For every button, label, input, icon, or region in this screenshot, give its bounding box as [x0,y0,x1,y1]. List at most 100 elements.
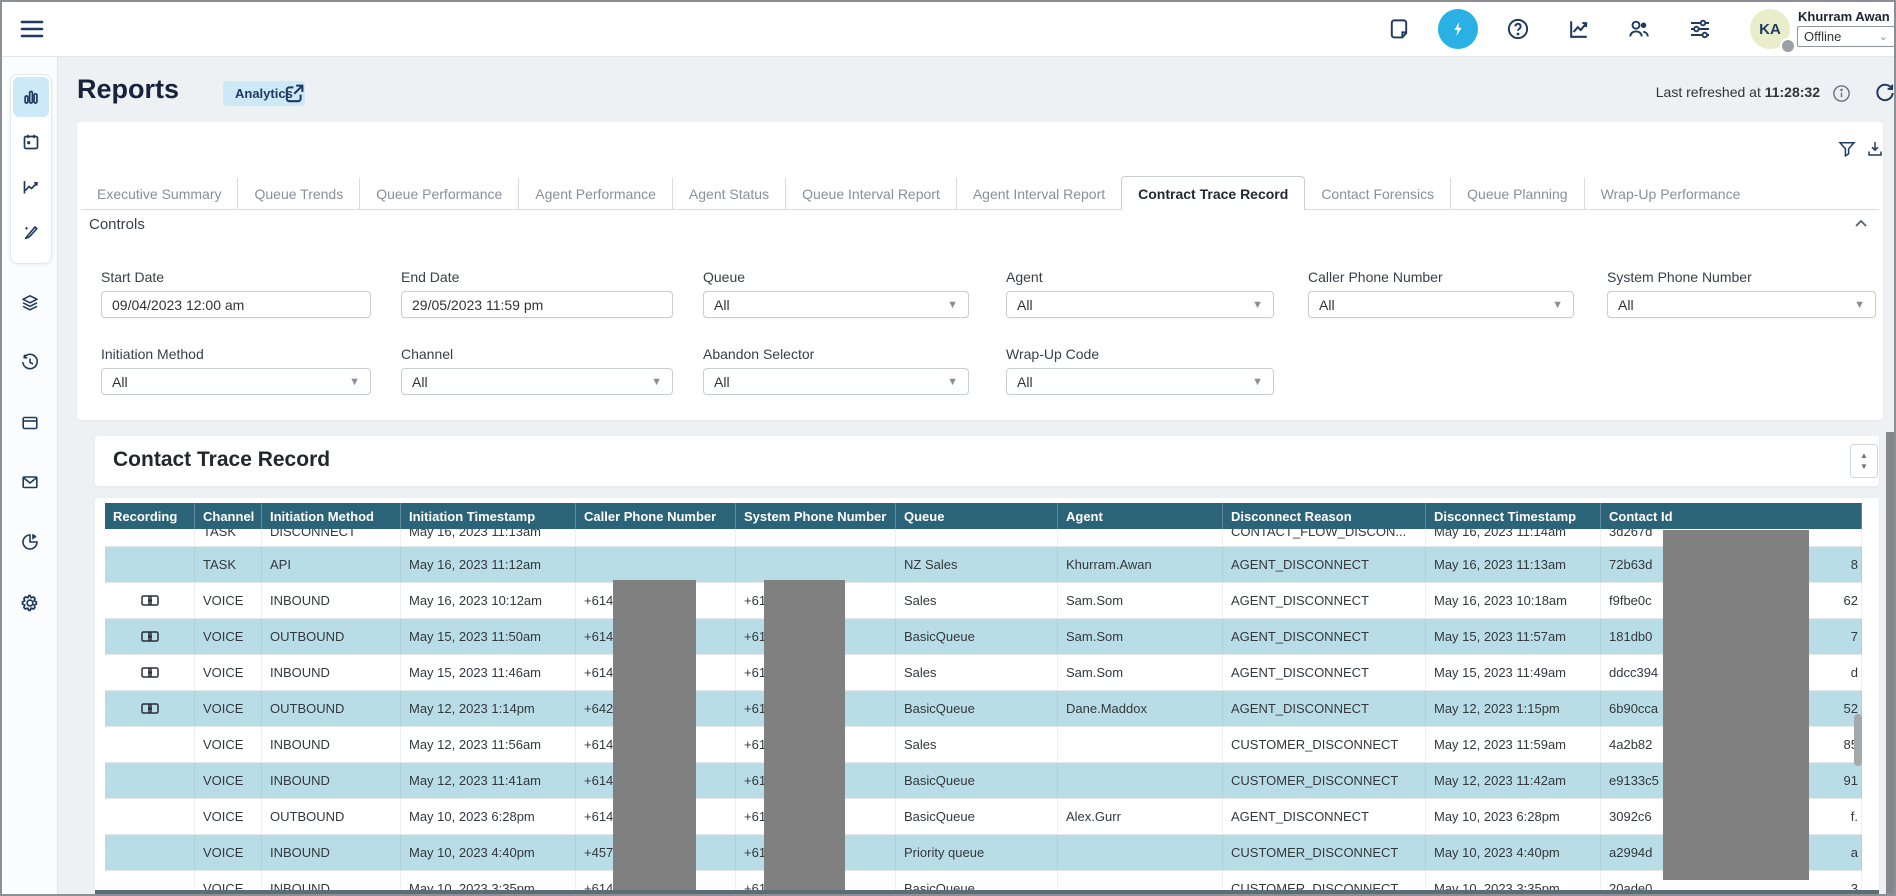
cell-contact-id: 6b90cca 52 [1601,691,1862,726]
cell-recording [105,691,195,726]
cell-text: INBOUND [270,845,330,860]
abandon-selector-select[interactable]: All ▼ [703,368,969,395]
table-horizontal-scrollbar[interactable] [95,890,1879,894]
sidebar-item-mail[interactable] [10,462,50,502]
spinner-up-icon[interactable]: ▲ [1860,450,1868,460]
recording-link-icon[interactable] [140,666,159,679]
sidebar-item-history[interactable] [10,342,50,382]
cell-agent: Sam.Som [1058,655,1223,690]
cell-channel: VOICE [195,835,262,870]
column-header-channel[interactable]: Channel [195,503,262,529]
cell-queue: BasicQueue [896,691,1058,726]
refresh-icon[interactable] [1874,82,1894,104]
cell-initiation-timestamp: May 12, 2023 11:41am [401,763,576,798]
cell-text: +614 [584,737,614,752]
initiation-method-select[interactable]: All ▼ [101,368,371,395]
sidebar-item-reports[interactable] [13,77,49,117]
end-date-input[interactable]: 29/05/2023 11:59 pm [401,291,673,318]
tab-agent-performance[interactable]: Agent Performance [518,178,672,209]
download-icon[interactable] [1865,139,1885,159]
cell-queue: Priority queue [896,835,1058,870]
sidebar-item-pie-chart[interactable] [10,522,50,562]
cell-agent [1058,727,1223,762]
cell-text: May 16, 2023 11:14am [1434,529,1567,539]
column-header-system-phone-number[interactable]: System Phone Number [736,503,896,529]
analytics-chart-icon[interactable] [1567,17,1591,41]
note-icon[interactable] [1387,17,1411,41]
cell-disconnect-reason: AGENT_DISCONNECT [1223,547,1426,582]
recording-link-icon[interactable] [140,630,159,643]
cell-initiation-timestamp: May 12, 2023 11:56am [401,727,576,762]
sliders-icon[interactable] [1688,17,1712,41]
cell-text: OUTBOUND [270,701,345,716]
help-icon[interactable] [1506,17,1530,41]
table-row: VOICE INBOUND May 10, 2023 4:40pm +457 +612 P… [105,835,1862,871]
bolt-icon[interactable] [1438,9,1478,49]
column-header-disconnect-reason[interactable]: Disconnect Reason [1223,503,1426,529]
cell-text: May 12, 2023 11:42am [1434,773,1567,788]
cell-text: 4a2b82 [1609,737,1653,752]
tab-wrap-up-performance[interactable]: Wrap-Up Performance [1583,178,1757,209]
column-header-agent[interactable]: Agent [1058,503,1223,529]
tab-agent-interval-report[interactable]: Agent Interval Report [955,178,1121,209]
cell-recording [105,727,195,762]
column-header-initiation-method[interactable]: Initiation Method [262,503,401,529]
cell-text: May 16, 2023 10:12am [409,593,542,608]
table-scrollbar-thumb[interactable] [1854,714,1862,766]
sidebar-item-trends[interactable] [11,167,51,207]
field-caller-phone-number: Caller Phone Number All ▼ [1308,269,1574,318]
cell-system-phone [736,529,896,546]
tab-agent-status[interactable]: Agent Status [671,178,785,209]
cell-text: Sales [904,737,937,752]
filter-icon[interactable] [1837,139,1857,159]
caller-phone-number-select[interactable]: All ▼ [1308,291,1574,318]
tab-contact-forensics[interactable]: Contact Forensics [1321,185,1435,202]
recording-link-icon[interactable] [140,702,159,715]
page-scrollbar[interactable] [1886,432,1894,894]
table-row: VOICE OUTBOUND May 12, 2023 1:14pm +642 +612… [105,691,1862,727]
column-header-contact-id[interactable]: Contact Id [1601,503,1862,529]
system-phone-number-select[interactable]: All ▼ [1607,291,1876,318]
collapse-chevron-icon[interactable] [1853,216,1869,232]
cell-channel: VOICE [195,763,262,798]
tab-queue-performance[interactable]: Queue Performance [359,178,518,209]
column-header-disconnect-timestamp[interactable]: Disconnect Timestamp [1426,503,1601,529]
start-date-input[interactable]: 09/04/2023 12:00 am [101,291,371,318]
column-header-initiation-timestamp[interactable]: Initiation Timestamp [401,503,576,529]
tab-queue-planning[interactable]: Queue Planning [1450,178,1583,209]
status-select[interactable]: Offline ⌄ [1797,26,1894,47]
sidebar-item-settings[interactable] [10,583,50,623]
cell-disconnect-reason: AGENT_DISCONNECT [1223,583,1426,618]
field-value: All [1017,373,1033,390]
wrap-up-code-select[interactable]: All ▼ [1006,368,1274,395]
agent-select[interactable]: All ▼ [1006,291,1274,318]
people-icon[interactable] [1627,17,1651,41]
tab-queue-trends[interactable]: Queue Trends [237,178,359,209]
open-external-icon[interactable] [282,82,306,106]
sidebar-item-layers[interactable] [10,283,50,323]
tab-queue-interval-report[interactable]: Queue Interval Report [785,178,956,209]
tab-executive-summary[interactable]: Executive Summary [97,185,222,202]
cell-text: 6b90cca [1609,701,1659,716]
sidebar-item-schedule[interactable] [11,122,51,162]
spinner-down-icon[interactable]: ▼ [1860,461,1868,471]
tab-contract-trace-record[interactable]: Contract Trace Record [1121,176,1306,210]
column-header-queue[interactable]: Queue [896,503,1058,529]
channel-select[interactable]: All ▼ [401,368,673,395]
field-end-date: End Date 29/05/2023 11:59 pm [401,269,673,318]
sidebar-item-window[interactable] [10,403,50,443]
cell-text: May 12, 2023 1:15pm [1434,701,1560,716]
contact-id-fragment: 7 [1850,629,1858,644]
cell-text: VOICE [203,665,244,680]
table-panel: Recording Channel Initiation Method Initiat… [95,498,1879,894]
column-header-recording[interactable]: Recording [105,503,195,529]
sidebar-item-design[interactable] [11,212,51,252]
recording-link-icon[interactable] [140,594,159,607]
info-icon[interactable] [1832,84,1851,103]
cell-recording [105,583,195,618]
column-header-caller-phone-number[interactable]: Caller Phone Number [576,503,736,529]
cell-contact-id: 3d267d [1601,529,1862,546]
hamburger-menu-icon[interactable] [20,18,44,40]
queue-select[interactable]: All ▼ [703,291,969,318]
cell-agent: Sam.Som [1058,583,1223,618]
